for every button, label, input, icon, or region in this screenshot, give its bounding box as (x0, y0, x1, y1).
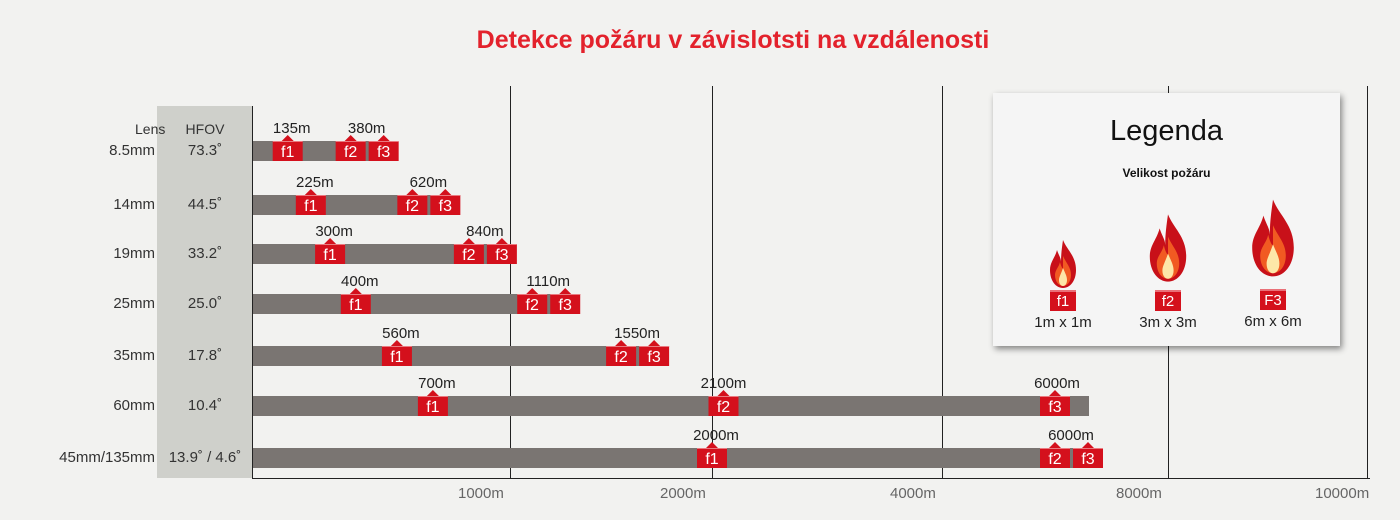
f2-badge: f2 (462, 247, 475, 264)
lens-label: 45mm/135mm (59, 449, 155, 466)
f2-distance-label: 1110m (526, 273, 570, 290)
f1-badge: f1 (323, 247, 336, 264)
x-tick-label: 10000m (1315, 485, 1369, 502)
f2-badge: f2 (526, 297, 539, 314)
lens-header: Lens (135, 121, 165, 137)
f1-badge: f1 (281, 144, 294, 161)
f3-distance-label: 6000m (1034, 375, 1080, 392)
f2-badge: f2 (1048, 451, 1061, 468)
legend-badge: f2 (1155, 290, 1181, 311)
f2-badge: f2 (406, 198, 419, 215)
lens-label: 25mm (113, 295, 155, 312)
hfov-label: 25.0˚ (188, 295, 222, 312)
fire-large-icon (1252, 199, 1294, 277)
f2-distance-label: 2100m (701, 375, 747, 392)
f1-badge: f1 (349, 297, 362, 314)
legend-size: 3m x 3m (1139, 314, 1197, 331)
range-bar (253, 396, 1089, 416)
f2-distance-label: 1550m (614, 325, 660, 342)
f1-distance-label: 135m (273, 120, 311, 137)
f2-distance-label: 6000m (1048, 427, 1094, 444)
f1-distance-label: 300m (315, 223, 353, 240)
hfov-label: 33.2˚ (188, 245, 222, 262)
f3-badge: f3 (439, 198, 452, 215)
f1-distance-label: 700m (418, 375, 456, 392)
lens-label: 60mm (113, 397, 155, 414)
legend-badge: F3 (1260, 289, 1286, 310)
f1-badge: f1 (304, 198, 317, 215)
range-bar (253, 346, 656, 366)
f1-distance-label: 225m (296, 174, 334, 191)
lens-label: 19mm (113, 245, 155, 262)
hfov-label: 44.5˚ (188, 196, 222, 213)
x-tick-label: 1000m (458, 485, 504, 502)
f1-distance-label: 400m (341, 273, 379, 290)
f3-badge: f3 (1081, 451, 1094, 468)
legend-size: 6m x 6m (1244, 313, 1302, 330)
lens-label: 14mm (113, 196, 155, 213)
f2-badge: f2 (614, 349, 627, 366)
legend-title: Legenda (1110, 115, 1223, 147)
f2-badge: f2 (344, 144, 357, 161)
legend-badge: f1 (1050, 290, 1076, 311)
hfov-header: HFOV (186, 121, 226, 137)
x-tick-label: 8000m (1116, 485, 1162, 502)
f1-badge: f1 (426, 399, 439, 416)
f1-distance-label: 560m (382, 325, 420, 342)
hfov-label: 73.3˚ (188, 142, 222, 159)
hfov-label: 17.8˚ (188, 347, 222, 364)
legend-item-f3: F3 6m x 6m (1218, 187, 1328, 330)
legend-item-f1: f1 1m x 1m (1008, 238, 1118, 331)
range-bar (253, 294, 567, 314)
f3-badge: f3 (559, 297, 572, 314)
f3-badge: f3 (1048, 399, 1061, 416)
f3-badge: f3 (647, 349, 660, 366)
f2-badge: f2 (717, 399, 730, 416)
fire-small-icon (1050, 240, 1076, 288)
fire-medium-icon (1149, 214, 1187, 282)
f1-badge: f1 (390, 349, 403, 366)
legend-item-f2: f2 3m x 3m (1113, 206, 1223, 331)
hfov-band (157, 106, 252, 478)
hfov-label: 13.9˚ / 4.6˚ (169, 449, 242, 466)
f2-distance-label: 380m (348, 120, 386, 137)
legend: Legenda Velikost požáru f1 1m x 1m f2 3m… (993, 93, 1340, 346)
lens-label: 35mm (113, 347, 155, 364)
f2-distance-label: 620m (410, 174, 448, 191)
f1-badge: f1 (705, 451, 718, 468)
range-bar (253, 448, 1089, 468)
f3-badge: f3 (377, 144, 390, 161)
chart-title: Detekce požáru v závislotsti na vzdáleno… (476, 26, 990, 54)
legend-size: 1m x 1m (1034, 314, 1092, 331)
legend-subtitle: Velikost požáru (1122, 166, 1211, 180)
x-tick-label: 2000m (660, 485, 706, 502)
f3-badge: f3 (495, 247, 508, 264)
x-tick-label: 4000m (890, 485, 936, 502)
f2-distance-label: 840m (466, 223, 504, 240)
hfov-label: 10.4˚ (188, 397, 222, 414)
lens-label: 8.5mm (109, 142, 155, 159)
f1-distance-label: 2000m (693, 427, 739, 444)
